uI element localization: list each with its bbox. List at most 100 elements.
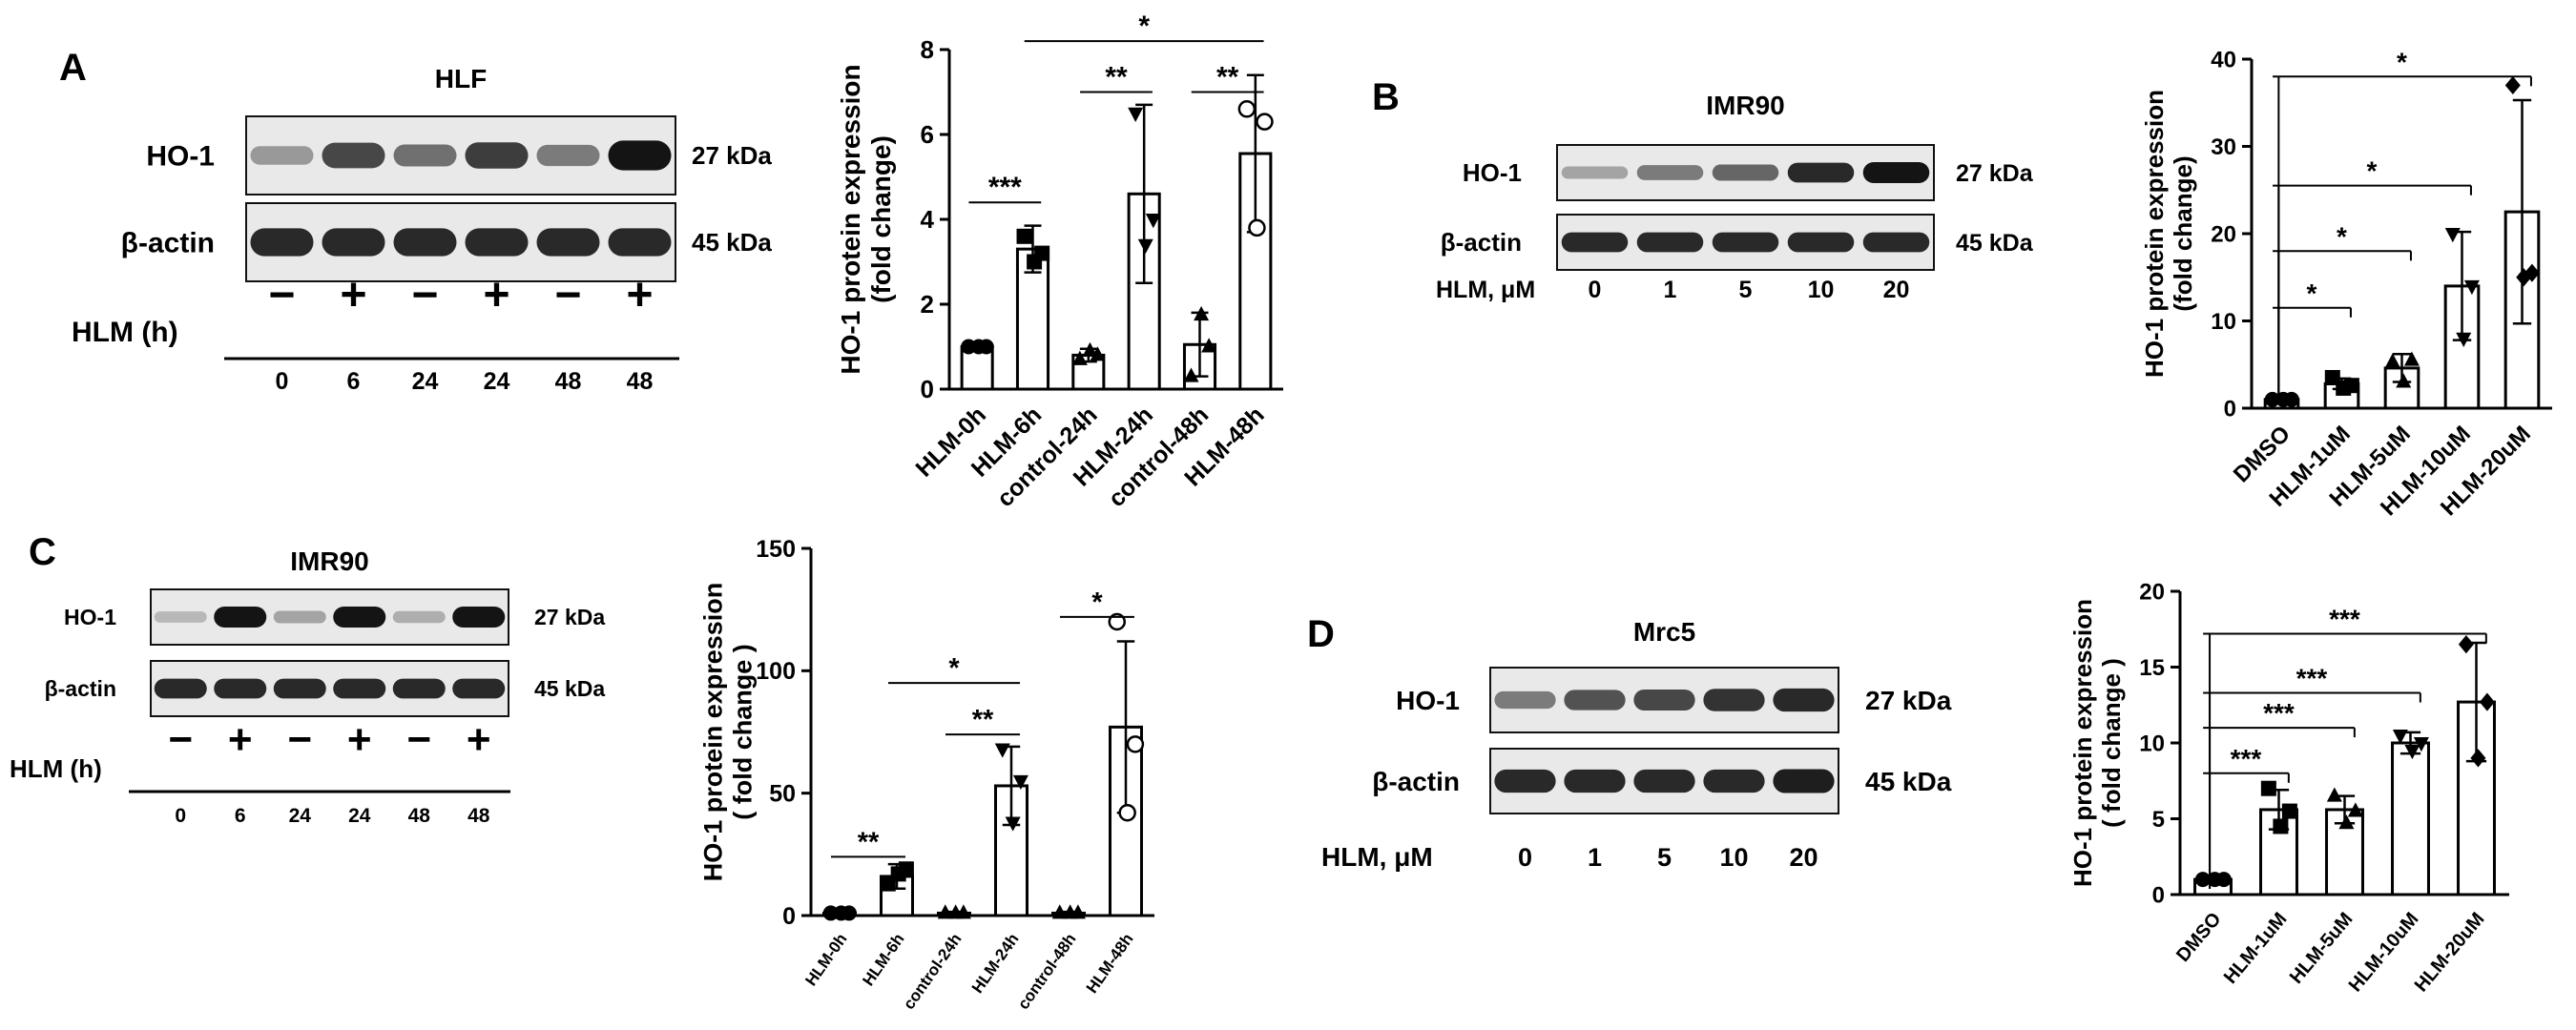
blot-kda-label: 45 kDa <box>692 228 772 257</box>
blot-band <box>393 228 457 257</box>
blot-band <box>154 611 207 623</box>
significance-label: *** <box>2231 744 2262 773</box>
panel-letter-B: B <box>1372 76 1400 118</box>
blot-band <box>1633 689 1695 711</box>
x-tick-label: control-48h <box>1014 930 1080 1013</box>
data-point <box>1183 367 1199 382</box>
data-point <box>1248 218 1266 237</box>
data-point <box>2273 818 2289 834</box>
y-tick-label: 0 <box>2152 882 2165 908</box>
bar <box>2391 741 2430 896</box>
treatment-sign: − <box>268 270 295 320</box>
blot-band <box>273 610 326 624</box>
data-point <box>2524 263 2540 282</box>
significance-label: ** <box>1216 62 1239 93</box>
significance-label: *** <box>2329 605 2360 634</box>
data-point <box>2260 780 2276 796</box>
data-point <box>2396 373 2412 388</box>
data-point <box>2264 391 2280 407</box>
blot-band <box>465 228 529 257</box>
y-axis-label-line: HO-1 protein expression <box>2140 90 2169 378</box>
data-point <box>937 904 953 919</box>
data-point <box>2392 730 2408 745</box>
blot-row-label: β-actin <box>45 676 116 701</box>
lane-label: 48 <box>408 805 431 827</box>
blot-strip <box>150 588 509 646</box>
data-point <box>2404 744 2420 760</box>
y-axis-label-line: HO-1 protein expression <box>2068 599 2097 887</box>
significance-label: * <box>2337 221 2347 251</box>
data-point <box>2470 749 2486 768</box>
lane-label: 0 <box>175 805 186 827</box>
significance-label: ** <box>1105 62 1128 93</box>
blot-kda-label: 27 kDa <box>534 605 605 629</box>
data-point <box>2338 814 2355 830</box>
significance-label: ** <box>972 705 994 735</box>
blot-band <box>1564 690 1626 711</box>
data-point <box>1005 816 1021 832</box>
blot-band <box>536 144 600 167</box>
x-tick-label: HLM-1uM <box>2220 909 2292 988</box>
y-tick-label: 4 <box>921 205 935 234</box>
treatment-sign: + <box>626 270 653 320</box>
western-blot-B: IMR90 HO-1 27 kDa β-actin 45 kDa HLM, μM 0 1 5 10… <box>1436 91 2034 303</box>
lane-label: 0 <box>276 368 289 395</box>
blot-band <box>1773 688 1835 712</box>
blot-band <box>1787 232 1855 253</box>
y-tick-label: 6 <box>921 120 934 149</box>
blot-kda-label: 45 kDa <box>1956 230 2034 257</box>
data-point <box>2326 787 2342 802</box>
y-tick-label: 0 <box>921 375 934 403</box>
data-point <box>2504 75 2521 95</box>
lane-label: 48 <box>555 368 582 395</box>
lane-label: 24 <box>412 368 439 395</box>
y-tick-label: 15 <box>2139 655 2165 681</box>
data-point <box>1194 305 1210 321</box>
data-point <box>1071 350 1088 365</box>
significance-label: *** <box>2263 698 2295 728</box>
data-point <box>2343 378 2359 394</box>
data-point <box>1070 904 1086 919</box>
blot-band <box>1787 162 1855 183</box>
y-tick-label: 10 <box>2211 309 2236 335</box>
data-point <box>2194 872 2211 888</box>
blot-band <box>154 678 207 699</box>
x-tick-label: DMSO <box>2172 909 2225 966</box>
data-point <box>978 339 994 355</box>
blot-title: IMR90 <box>290 546 368 576</box>
y-tick-label: 40 <box>2211 47 2236 72</box>
y-tick-label: 30 <box>2211 134 2236 160</box>
significance-label: ** <box>858 827 880 857</box>
blot-kda-label: 45 kDa <box>534 676 605 701</box>
blot-band <box>1494 690 1556 710</box>
data-point <box>2384 353 2400 368</box>
western-blot-D: Mrc5 HO-1 27 kDa β-actin 45 kDa HLM, μM 0 1 5 10 2… <box>1321 617 1952 872</box>
lane-label: 5 <box>1739 277 1753 303</box>
data-point <box>1118 803 1136 822</box>
blot-band <box>1703 689 1765 711</box>
data-point <box>1128 107 1144 122</box>
lane-label: 24 <box>484 368 510 395</box>
x-tick-label: control-24h <box>900 930 966 1013</box>
blot-row-label: β-actin <box>1441 228 1522 257</box>
lane-label: 20 <box>1883 277 1910 303</box>
blot-strip <box>245 202 676 282</box>
blot-strip <box>245 115 676 196</box>
blot-title: HLF <box>435 64 487 93</box>
blot-band <box>214 678 267 699</box>
blot-band <box>1561 166 1629 179</box>
blot-band <box>273 678 326 699</box>
blot-band <box>250 228 314 257</box>
blot-band <box>608 140 672 171</box>
blot-band <box>322 142 385 169</box>
data-point <box>1237 100 1257 118</box>
x-tick-label: HLM-0h <box>801 930 850 989</box>
lane-label: 20 <box>1789 843 1818 872</box>
blot-kda-label: 27 kDa <box>1865 686 1952 715</box>
data-point <box>1137 238 1153 254</box>
treatment-sign: − <box>168 716 193 763</box>
data-point <box>2347 802 2363 817</box>
lane-label: 1 <box>1664 277 1677 303</box>
blot-row-label: β-actin <box>121 228 215 259</box>
